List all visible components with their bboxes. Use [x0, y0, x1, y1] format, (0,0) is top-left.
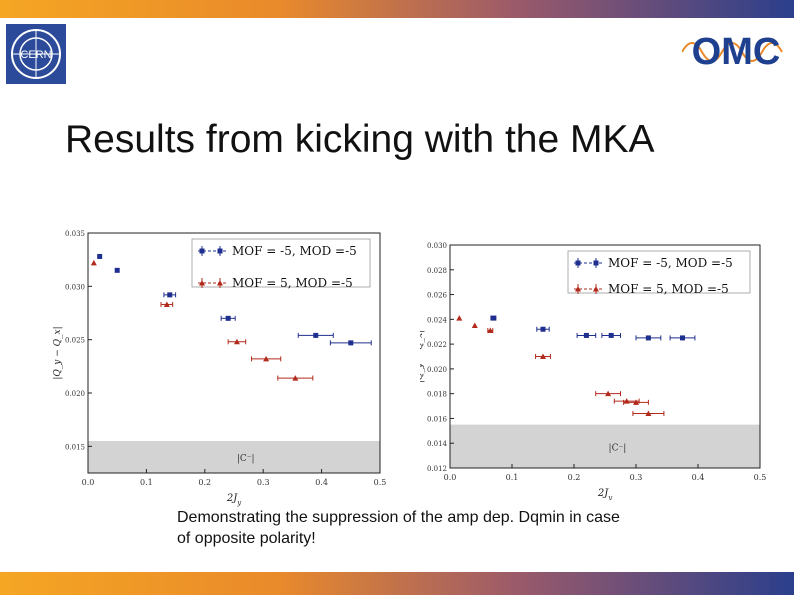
- legend-marker-square: [593, 260, 599, 266]
- y-tick-label: 0.030: [65, 283, 85, 291]
- y-tick-label: 0.025: [65, 337, 85, 345]
- y-tick-label: 0.035: [65, 230, 85, 238]
- y-axis-label: |Q_y − Q_x|: [420, 330, 425, 383]
- data-point-square: [645, 335, 651, 341]
- data-point-triangle: [163, 301, 170, 307]
- y-tick-label: 0.022: [427, 341, 447, 349]
- x-tick-label: 0.5: [754, 473, 767, 482]
- x-tick-label: 0.4: [315, 478, 328, 487]
- cern-logo: CERN: [6, 24, 66, 84]
- data-point-square: [167, 292, 173, 298]
- data-point-square: [97, 253, 103, 259]
- legend-marker-square: [217, 248, 223, 254]
- legend-marker-triangle: [593, 286, 599, 292]
- chart-right: |C⁻| 0.0 0.1 0.2 0.3 0.4 0.5 0.012 0.014 0.016 0.0…: [420, 242, 767, 500]
- legend-marker-triangle: [575, 286, 581, 292]
- x-tick-label: 0.0: [444, 473, 457, 482]
- data-point-triangle: [456, 315, 463, 321]
- omc-logo: OMC: [682, 31, 783, 73]
- data-point-square: [313, 332, 319, 338]
- legend-marker-triangle: [217, 280, 223, 286]
- data-point-square: [608, 332, 614, 338]
- coupling-band: [88, 441, 380, 473]
- cern-logo-text: CERN: [20, 49, 51, 61]
- y-axis-label: |Q_y − Q_x|: [53, 326, 63, 379]
- x-tick-label: 0.0: [82, 478, 95, 487]
- data-point-triangle: [487, 327, 494, 333]
- x-tick-label: 0.5: [374, 478, 387, 487]
- coupling-band-label: |C⁻|: [237, 454, 255, 464]
- y-tick-label: 0.015: [65, 443, 85, 451]
- coupling-band-label: |C⁻|: [609, 443, 627, 453]
- legend-label: MOF = 5, MOD =-5: [608, 282, 729, 296]
- legend-box: [567, 250, 751, 294]
- y-tick-label: 0.026: [427, 292, 448, 300]
- chart-left: |C⁻| 0.0 0.1 0.2 0.3 0.4 0.5 0.015 0.020 0.025 0.0…: [53, 230, 387, 507]
- legend-marker-square: [575, 260, 581, 266]
- plot-frame: [449, 244, 761, 469]
- y-tick-label: 0.020: [65, 390, 85, 398]
- y-tick-label: 0.016: [427, 415, 448, 423]
- data-point-triangle: [263, 355, 270, 362]
- bottom-gradient-bar: [0, 572, 794, 595]
- y-tick-label: 0.018: [427, 391, 447, 399]
- legend: MOF = -5, MOD =-5 MOF = 5, MOD =-5: [191, 238, 371, 290]
- y-tick-label: 0.030: [427, 242, 447, 250]
- data-point-triangle: [90, 259, 97, 266]
- data-point-square: [490, 315, 496, 321]
- data-point-square: [114, 267, 120, 273]
- y-tick-label: 0.020: [427, 366, 447, 374]
- y-tick-label: 0.028: [427, 267, 447, 275]
- y-tick-label: 0.024: [427, 316, 448, 324]
- data-point-triangle: [645, 410, 652, 416]
- omc-logo-text: OMC: [692, 31, 781, 73]
- data-point-square: [348, 340, 354, 346]
- legend-marker-square: [199, 248, 205, 254]
- data-point-triangle: [292, 375, 299, 381]
- x-axis-label: 2Jy: [226, 493, 242, 507]
- x-tick-label: 0.2: [568, 473, 581, 482]
- legend-marker-triangle: [199, 280, 205, 286]
- x-tick-label: 0.3: [257, 478, 270, 487]
- legend-label: MOF = -5, MOD =-5: [232, 244, 357, 258]
- x-tick-label: 0.1: [506, 473, 519, 482]
- legend: MOF = -5, MOD =-5 MOF = 5, MOD =-5: [567, 250, 751, 296]
- y-tick-label: 0.012: [427, 465, 447, 473]
- top-gradient-bar: [0, 0, 794, 18]
- legend-label: MOF = 5, MOD =-5: [232, 276, 353, 290]
- x-tick-label: 0.1: [140, 478, 153, 487]
- x-axis-label: 2Jy: [597, 488, 613, 500]
- data-point-triangle: [633, 399, 639, 405]
- legend-label: MOF = -5, MOD =-5: [608, 256, 733, 270]
- data-point-triangle: [540, 353, 546, 359]
- x-tick-label: 0.2: [198, 478, 211, 487]
- slide-caption: Demonstrating the suppression of the amp…: [177, 509, 620, 547]
- plot-frame: [87, 232, 381, 474]
- data-point-square: [583, 332, 589, 338]
- data-point-triangle: [471, 322, 478, 329]
- legend-box: [191, 238, 371, 288]
- data-point-square: [540, 326, 546, 332]
- data-point-triangle: [605, 390, 612, 397]
- data-point-square: [225, 315, 231, 321]
- coupling-band: [450, 424, 760, 468]
- x-tick-label: 0.3: [630, 473, 643, 482]
- data-point-triangle: [233, 338, 240, 345]
- slide-title: Results from kicking with the MKA: [65, 118, 655, 161]
- data-point-square: [680, 335, 685, 341]
- x-tick-label: 0.4: [692, 473, 705, 482]
- y-tick-label: 0.014: [427, 440, 448, 448]
